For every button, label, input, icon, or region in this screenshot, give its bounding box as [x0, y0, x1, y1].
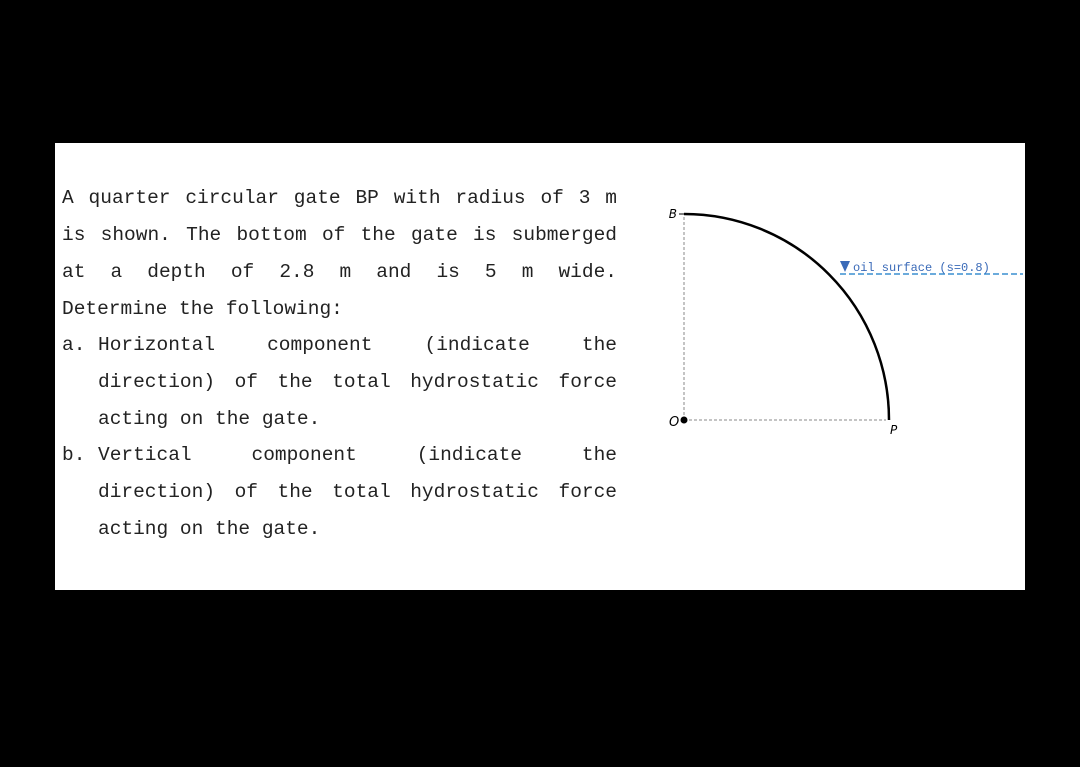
surface-marker	[840, 261, 850, 272]
text-line: A quarter circular gate BP with radius o…	[62, 187, 617, 209]
text-line: at a depth of 2.8 m and is 5 m wide.	[62, 261, 617, 283]
gate-arc	[683, 212, 891, 421]
item-marker: a.	[62, 334, 86, 356]
pivot-point	[680, 416, 688, 424]
gate-diagram: B O P oil surface (s=0.8)	[669, 207, 1023, 437]
text-line: direction) of the total hydrostatic forc…	[98, 481, 617, 503]
text-line: acting on the gate.	[98, 518, 321, 540]
surface-label: oil surface (s=0.8)	[853, 261, 990, 275]
problem-panel: A quarter circular gate BP with radius o…	[55, 143, 1025, 590]
item-marker: b.	[62, 444, 86, 466]
text-line: is shown. The bottom of the gate is subm…	[62, 224, 617, 246]
label-p: P	[890, 423, 898, 437]
label-o: O	[669, 415, 679, 430]
text-line: Determine the following:	[62, 298, 343, 320]
label-b: B	[669, 207, 677, 221]
text-line: Vertical component (indicate the	[98, 444, 617, 466]
text-line: Horizontal component (indicate the	[98, 334, 617, 356]
text-line: direction) of the total hydrostatic forc…	[98, 371, 617, 393]
text-line: acting on the gate.	[98, 408, 321, 430]
